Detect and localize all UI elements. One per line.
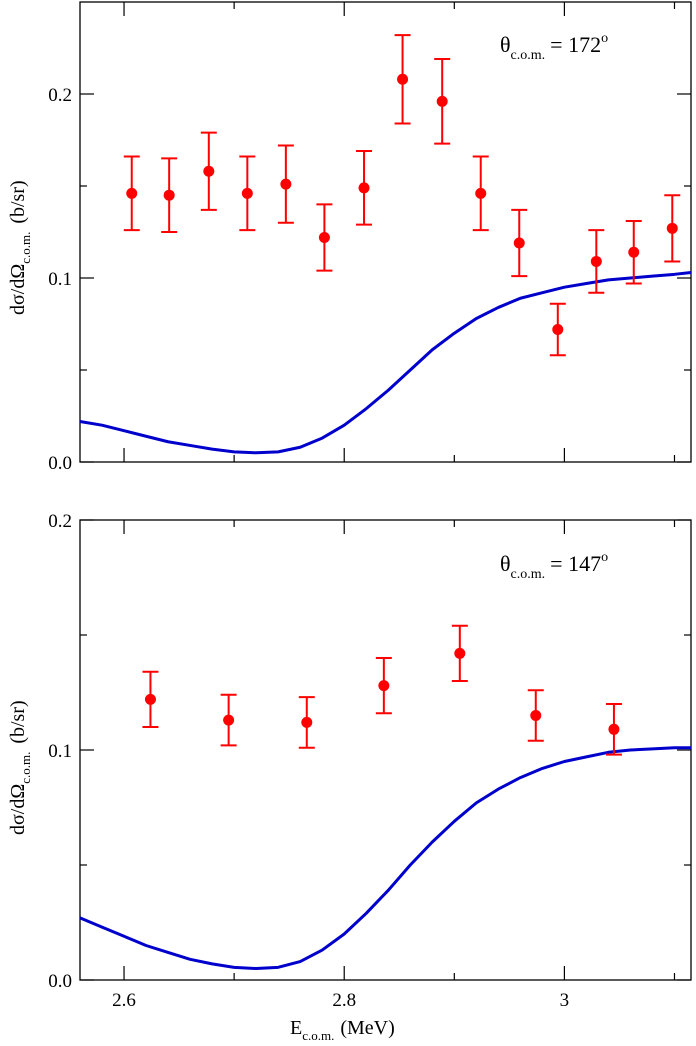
- theory-curve-group: [79, 746, 691, 970]
- y-tick-label: 0.0: [48, 971, 72, 992]
- data-point: [241, 187, 253, 199]
- y-tick-label: 0.1: [48, 741, 72, 762]
- data-point: [358, 182, 370, 194]
- x-axis-label-sub: c.o.m.: [302, 1028, 334, 1043]
- panel-top: 0.00.10.2 θc.o.m. = 172o dσ/dΩc.o.m.(b/sr…: [7, 1, 692, 474]
- annotation-value: = 147: [550, 551, 601, 576]
- annotation-theta: θ: [500, 32, 511, 57]
- data-point: [301, 716, 313, 728]
- annotation-theta: θ: [500, 551, 511, 576]
- data-point: [144, 693, 156, 705]
- data-point: [608, 723, 620, 735]
- angle-annotation: θc.o.m. = 147o: [500, 550, 608, 582]
- data-point: [126, 187, 138, 199]
- y-axis-label-main: dσ/dΩ: [7, 264, 29, 315]
- data-point: [223, 714, 235, 726]
- y-ticks: 0.0 0.1 0.2: [48, 85, 691, 474]
- theory-curve: [79, 746, 691, 970]
- y-axis-label-sub: c.o.m.: [18, 232, 33, 264]
- annotation-sub: c.o.m.: [511, 48, 546, 63]
- data-point: [397, 73, 409, 85]
- panel-bottom: 0.00.10.2 2.6 2.8 3 θc.o.m. = 147o dσ/dΩc.o…: [7, 511, 692, 1011]
- annotation-value: = 172: [550, 32, 601, 57]
- x-axis-label: Ec.o.m. (MeV): [290, 1017, 395, 1043]
- x-axis-label-main: E: [290, 1017, 302, 1039]
- x-tick-label: 3: [560, 990, 570, 1011]
- data-point: [590, 255, 602, 267]
- x-ticks: 2.6 2.8 3: [112, 520, 676, 1011]
- y-tick-label: 0.2: [48, 511, 72, 532]
- data-point: [280, 178, 292, 190]
- data-point: [628, 246, 640, 258]
- plot-frame: [79, 1, 692, 463]
- data-point: [530, 710, 542, 721]
- x-axis-label-unit: (MeV): [340, 1017, 394, 1039]
- data-point: [475, 187, 487, 199]
- y-axis-label: dσ/dΩc.o.m. (b/sr): [7, 700, 33, 835]
- y-axis-label-sub: c.o.m.: [18, 752, 33, 784]
- data-point: [513, 237, 525, 249]
- y-tick-label: 0.1: [48, 269, 72, 290]
- plot-frame: [79, 519, 692, 981]
- y-tick-label: 0.2: [48, 85, 72, 106]
- data-points-group: [142, 624, 622, 756]
- y-axis-label-main: dσ/dΩ: [7, 784, 29, 835]
- y-tick-label: 0.0: [48, 453, 72, 474]
- annotation-degree: o: [601, 31, 608, 46]
- angle-annotation: θc.o.m. = 172o: [500, 31, 608, 63]
- x-tick-label: 2.6: [112, 990, 136, 1011]
- y-axis-label-unit: (b/sr): [7, 180, 29, 223]
- data-point: [318, 232, 330, 244]
- data-point: [203, 165, 215, 177]
- y-ticks: 0.0 0.1 0.2: [48, 511, 691, 992]
- data-point: [666, 222, 678, 234]
- y-axis-label: dσ/dΩc.o.m. (b/sr): [7, 180, 33, 315]
- data-point: [378, 680, 390, 692]
- y-axis-label-unit: (b/sr): [7, 700, 29, 743]
- data-points-group: [123, 34, 681, 357]
- annotation-degree: o: [601, 550, 608, 565]
- x-tick-label: 2.8: [332, 990, 356, 1011]
- data-point: [163, 189, 175, 201]
- annotation-sub: c.o.m.: [511, 567, 546, 582]
- data-point: [552, 324, 564, 336]
- theory-curve-group: [79, 270, 692, 455]
- theory-curve: [79, 270, 692, 455]
- data-point: [436, 95, 448, 107]
- x-ticks: [123, 2, 676, 462]
- data-point: [454, 647, 466, 659]
